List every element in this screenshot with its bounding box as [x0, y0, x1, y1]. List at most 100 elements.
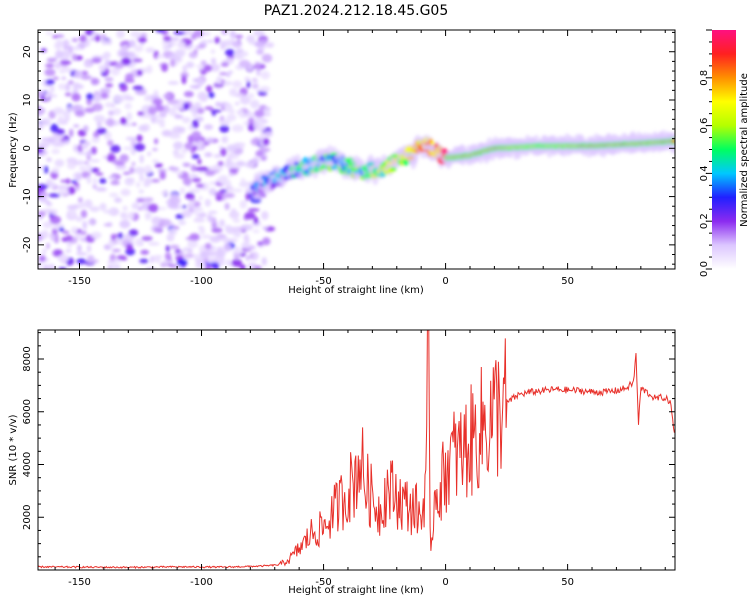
heatmap-cell [103, 131, 112, 140]
heatmap-cell [73, 144, 79, 152]
heatmap-cell [122, 44, 129, 48]
x-tick-label: 50 [561, 577, 574, 588]
heatmap-cell [219, 124, 230, 133]
heatmap-cell [153, 227, 161, 233]
heatmap-cell [223, 103, 233, 113]
heatmap-cell [82, 220, 88, 230]
heatmap-cell [123, 96, 135, 101]
heatmap-cell [131, 161, 136, 166]
heatmap-cell [58, 83, 66, 90]
heatmap-cell [255, 150, 264, 157]
heatmap-cell [86, 163, 93, 172]
heatmap-cell [239, 200, 247, 209]
heatmap-cell [196, 207, 204, 211]
heatmap-cell [259, 86, 271, 93]
x-tick-label: 50 [561, 276, 574, 287]
heatmap-cell [80, 70, 89, 76]
heatmap-cell [168, 55, 180, 60]
x-tick-label: -150 [68, 577, 91, 588]
heatmap-cell [248, 117, 255, 125]
heatmap-cell [106, 260, 115, 265]
heatmap-cell [175, 50, 185, 58]
heatmap-cell [89, 167, 100, 173]
snr-series-line [38, 330, 675, 570]
heatmap-cell [178, 220, 187, 226]
heatmap-cell [99, 202, 107, 211]
heatmap-cell [192, 145, 198, 151]
heatmap-cell [151, 116, 156, 124]
heatmap-cell [107, 139, 114, 147]
heatmap-cell [138, 124, 148, 132]
heatmap-cell [181, 116, 191, 124]
heatmap-cell [136, 198, 145, 203]
heatmap-cell [188, 107, 198, 113]
heatmap-cell [103, 223, 113, 227]
heatmap-cell [210, 57, 217, 65]
heatmap-cell [247, 93, 255, 99]
heatmap-cell [172, 125, 184, 135]
heatmap-cell [66, 204, 78, 210]
heatmap-cell [55, 50, 64, 59]
heatmap-cell [110, 144, 121, 153]
heatmap-cell [139, 241, 144, 246]
heatmap-cell [199, 93, 209, 102]
heatmap-cell [77, 197, 83, 203]
heatmap-cell [189, 85, 202, 89]
heatmap-cell [54, 249, 62, 256]
heatmap-cell [117, 232, 124, 239]
heatmap-cell [107, 110, 115, 116]
snr-x-axis: -150 -100 -50 0 50 [54, 330, 666, 588]
heatmap-cell [201, 234, 213, 239]
heatmap-cell [80, 145, 88, 149]
heatmap-cell [108, 239, 116, 248]
heatmap-cell [234, 101, 240, 106]
colorbar-gradient [712, 30, 736, 269]
colorbar-tick-label: 0.2 [699, 213, 710, 229]
heatmap-cell [240, 224, 253, 231]
heatmap-cell [73, 124, 80, 128]
heatmap-cell [246, 35, 255, 43]
heatmap-cell [191, 130, 202, 140]
heatmap-cell [208, 210, 218, 215]
heatmap-cell [70, 179, 78, 184]
heatmap-cell [196, 107, 205, 114]
heatmap-cell [260, 131, 265, 139]
y-tick-label: 8000 [22, 346, 33, 371]
heatmap-cell [168, 227, 178, 236]
heatmap-cell [210, 109, 222, 113]
heatmap-cell [151, 216, 161, 225]
heatmap-cell [41, 197, 48, 203]
heatmap-cell [239, 109, 244, 119]
heatmap-cell [109, 192, 119, 198]
heatmap-cell [253, 120, 259, 130]
heatmap-cell [76, 258, 86, 265]
heatmap-cell [254, 62, 261, 71]
heatmap-cell [86, 175, 92, 185]
heatmap-cell [105, 68, 110, 75]
heatmap-cell [232, 226, 243, 233]
heatmap-cell [236, 160, 246, 167]
heatmap-cell [104, 59, 111, 69]
heatmap-cell [65, 234, 73, 242]
heatmap-cell [46, 58, 57, 63]
heatmap-cell [71, 226, 79, 232]
heatmap-cell [110, 264, 121, 269]
heatmap-cell [226, 144, 237, 153]
heatmap-cell [62, 39, 70, 48]
heatmap-cell [91, 93, 102, 103]
heatmap-cell [93, 114, 106, 123]
colorbar-tick-label: 0.8 [699, 70, 710, 86]
heatmap-cell [68, 128, 74, 138]
heatmap-cell [219, 119, 231, 126]
heatmap-cell [131, 202, 140, 210]
heatmap-cell [91, 31, 99, 36]
heatmap-cell [64, 83, 71, 92]
heatmap-cell [205, 85, 213, 93]
heatmap-cell [250, 99, 260, 109]
heatmap-cell [245, 255, 250, 261]
heatmap-cell [90, 146, 97, 155]
heatmap-cell [62, 110, 71, 119]
heatmap-cell [188, 188, 201, 193]
heatmap-cell [75, 216, 83, 222]
heatmap-cell [204, 198, 211, 207]
